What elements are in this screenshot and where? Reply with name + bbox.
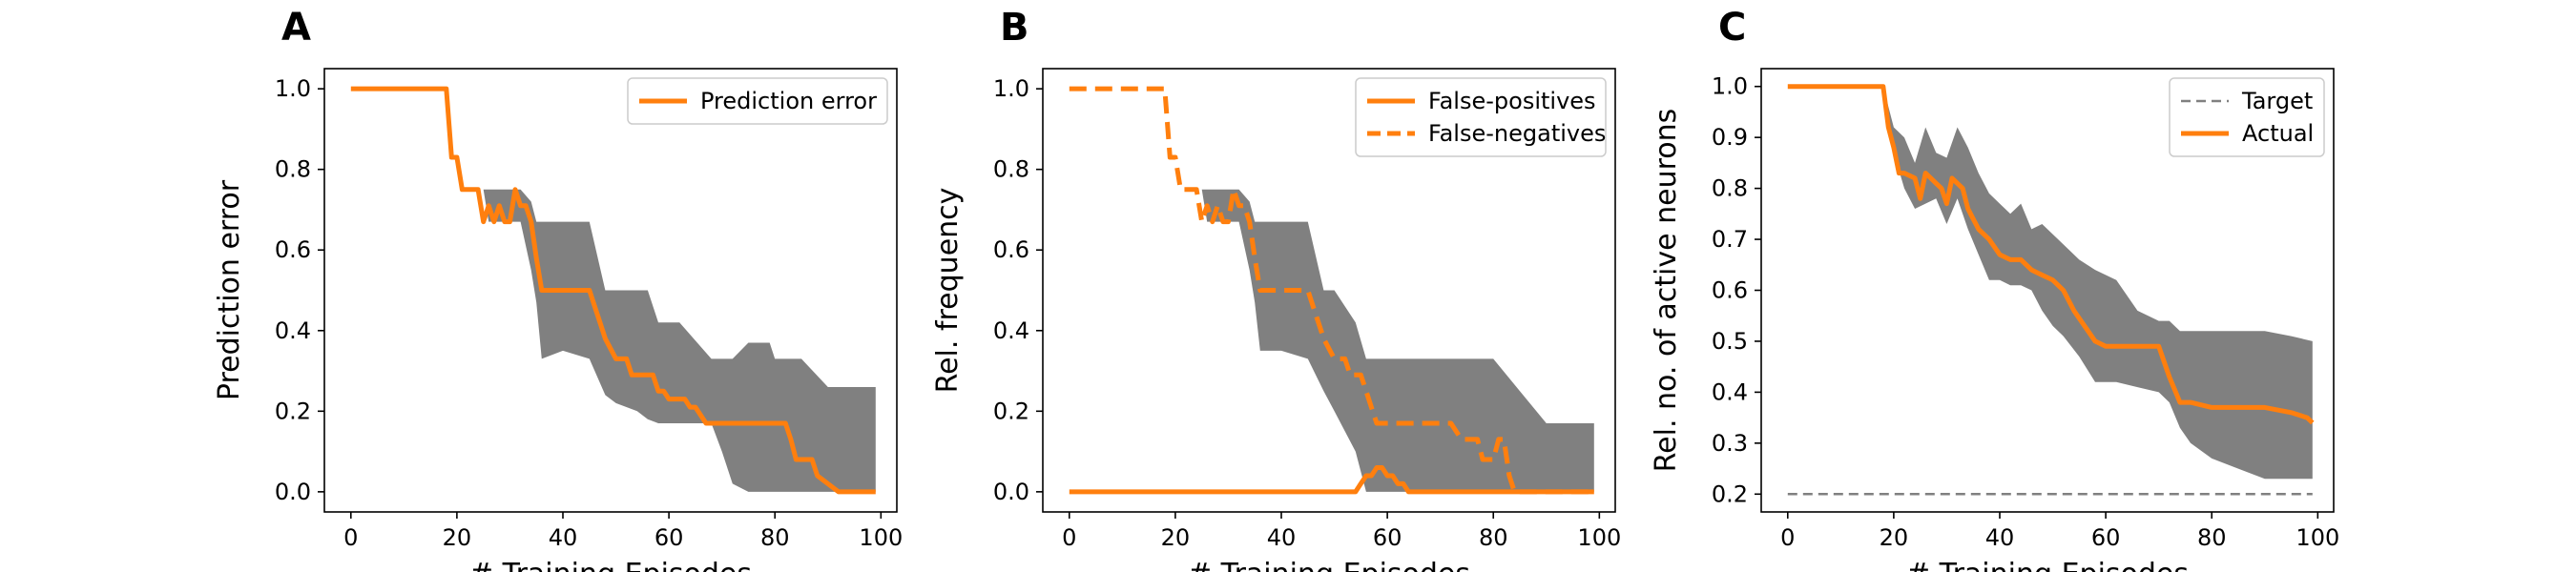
- x-axis-label: # Training Episodes: [469, 558, 752, 572]
- y-axis-label: Rel. no. of active neurons: [1650, 109, 1683, 473]
- x-tick-label: 20: [1161, 524, 1191, 551]
- legend-label: False-positives: [1428, 88, 1596, 114]
- y-tick-label: 0.4: [1712, 378, 1748, 405]
- variability-band: [1164, 89, 1594, 492]
- x-tick-label: 100: [1577, 524, 1621, 551]
- x-tick-label: 40: [1267, 524, 1297, 551]
- y-axis-label: Rel. frequency: [931, 188, 965, 394]
- legend: Target Actual: [2169, 77, 2325, 157]
- legend-label: False-negatives: [1428, 120, 1606, 147]
- y-tick-label: 0.3: [1712, 430, 1748, 457]
- y-tick-label: 1.0: [1712, 73, 1748, 100]
- y-tick-label: 0.0: [993, 479, 1029, 505]
- series-line-prediction-error: [350, 86, 876, 495]
- y-tick-label: 0.2: [275, 398, 311, 424]
- legend-label: Prediction error: [700, 88, 877, 114]
- y-tick-label: 0.0: [275, 479, 311, 505]
- legend: Prediction error: [627, 77, 888, 125]
- x-tick-label: 80: [760, 524, 790, 551]
- x-tick-label: 80: [2197, 524, 2227, 551]
- y-tick-label: 0.8: [1712, 175, 1748, 202]
- legend-frame: [1355, 77, 1607, 157]
- y-tick-label: 0.5: [1712, 328, 1748, 355]
- y-tick-label: 0.2: [993, 398, 1029, 424]
- panel-b: B 0 20 40 60 80 100 0.0 0.2 0.4 0.6 0.8 1.0 # Trainin…: [931, 6, 1621, 572]
- series-line-actual: [1787, 84, 2315, 425]
- y-tick-label: 0.6: [993, 236, 1029, 263]
- x-tick-label: 0: [1780, 524, 1795, 551]
- y-tick-label: 1.0: [993, 75, 1029, 102]
- variability-band: [446, 89, 876, 492]
- x-tick-label: 60: [2091, 524, 2121, 551]
- series-line-false-negatives: [1069, 86, 1594, 495]
- axes-frame: [323, 68, 898, 513]
- panel-c: C 0 20 40 60 80 100 0.2 0.3 0.4 0.5 0.6 0.7 0.8 0.9 1.0…: [1650, 6, 2339, 572]
- x-tick-label: 60: [654, 524, 684, 551]
- x-tick-label: 20: [443, 524, 472, 551]
- y-tick-label: 0.4: [993, 317, 1029, 344]
- x-tick-label: 100: [859, 524, 903, 551]
- y-tick-label: 1.0: [275, 75, 311, 102]
- x-tick-label: 100: [2296, 524, 2339, 551]
- panel-letter: A: [281, 6, 311, 50]
- axes-frame: [1042, 68, 1616, 513]
- variability-band: [1882, 86, 2313, 480]
- legend-label: Actual: [2242, 120, 2314, 147]
- series-line-false-positives: [1069, 465, 1594, 495]
- panel-letter: C: [1718, 6, 1746, 50]
- y-tick-label: 0.8: [993, 156, 1029, 183]
- legend: False-positives False-negatives: [1355, 77, 1607, 157]
- x-tick-label: 0: [1062, 524, 1076, 551]
- x-tick-label: 40: [1985, 524, 2015, 551]
- y-tick-label: 0.2: [1712, 480, 1748, 507]
- legend-frame: [2169, 77, 2325, 157]
- y-tick-label: 0.4: [275, 317, 311, 344]
- x-axis-label: # Training Episodes: [1906, 558, 2189, 572]
- y-tick-label: 0.6: [275, 236, 311, 263]
- x-tick-label: 60: [1373, 524, 1402, 551]
- x-tick-label: 20: [1880, 524, 1909, 551]
- panel-a: A 0 20 40 60 80 100 0.0 0.2 0.4 0.6 0.8 1.0 # Trainin…: [213, 6, 903, 572]
- x-axis-label: # Training Episodes: [1188, 558, 1470, 572]
- panel-letter: B: [1000, 6, 1029, 50]
- y-tick-label: 0.9: [1712, 124, 1748, 151]
- y-tick-label: 0.8: [275, 156, 311, 183]
- y-tick-label: 0.6: [1712, 277, 1748, 304]
- legend-label: Target: [2241, 88, 2313, 114]
- y-axis-label: Prediction error: [213, 179, 246, 400]
- x-tick-label: 0: [343, 524, 358, 551]
- y-tick-label: 0.7: [1712, 226, 1748, 253]
- x-tick-label: 80: [1479, 524, 1508, 551]
- x-tick-label: 40: [549, 524, 578, 551]
- legend-frame: [627, 77, 888, 125]
